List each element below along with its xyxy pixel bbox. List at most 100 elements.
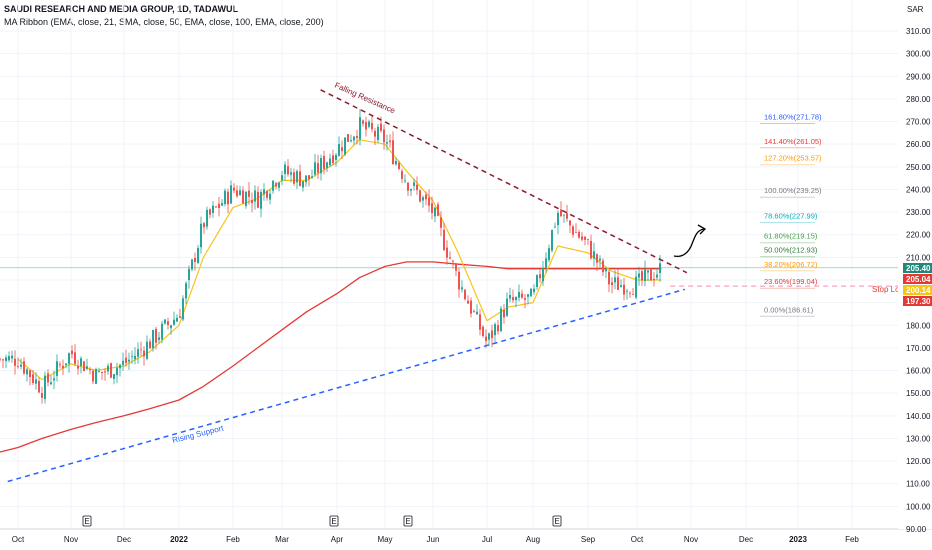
candle-body (35, 379, 37, 384)
x-tick-label: Nov (64, 535, 78, 544)
candle-body (251, 200, 253, 204)
candle-body (146, 341, 148, 359)
candle-body (107, 365, 109, 372)
candle-body (59, 364, 61, 366)
y-tick-label: 170.00 (906, 344, 931, 353)
candle-body (593, 251, 595, 259)
indicator-legend[interactable]: MA Ribbon (EMA, close, 21, SMA, close, 5… (4, 17, 324, 27)
candle-body (284, 164, 286, 174)
price-tag (903, 296, 932, 306)
candle-body (461, 287, 463, 290)
candle-body (614, 277, 616, 283)
ema-21-line (17, 139, 662, 381)
candle-body (434, 207, 436, 217)
candle-body (248, 190, 250, 197)
x-tick-label: Dec (739, 535, 753, 544)
time-axis[interactable]: Oct Nov Dec 2022 Feb Mar Apr May Jun Jul Aug Sep Oct… (12, 515, 860, 544)
falling-resistance-label: Falling Resistance (333, 81, 397, 116)
candle-body (437, 204, 439, 216)
earnings-marker (403, 515, 413, 527)
candle-body (302, 181, 304, 188)
candle-body (23, 361, 25, 374)
candle-body (143, 350, 145, 357)
price-tag-label: 197.30 (906, 297, 931, 306)
candle-body (74, 352, 76, 364)
candle-body (431, 203, 433, 213)
candle-body (224, 190, 226, 205)
earnings-marker (82, 515, 92, 527)
candle-body (158, 337, 160, 340)
candle-body (257, 191, 259, 208)
candle-body (134, 355, 136, 360)
candle-body (365, 122, 367, 130)
candle-body (86, 366, 88, 369)
candle-body (491, 330, 493, 339)
x-tick-label: Oct (631, 535, 644, 544)
candle-body (0, 358, 1, 360)
candle-body (29, 370, 31, 377)
candle-body (293, 172, 295, 184)
earnings-marker (329, 515, 339, 527)
candle-body (494, 324, 496, 336)
candle-body (119, 364, 121, 369)
y-tick-label: 250.00 (906, 163, 931, 172)
y-tick-label: 90.00 (906, 525, 927, 534)
candle-body (233, 187, 235, 191)
candle-body (161, 323, 163, 340)
fib-level-label: 38.20%(206.72) (764, 260, 818, 269)
fib-level-label: 50.00%(212.93) (764, 246, 818, 255)
candle-body (242, 190, 244, 204)
candle-body (557, 212, 559, 226)
candle-body (476, 311, 478, 315)
y-tick-label: 120.00 (906, 457, 931, 466)
candle-body (389, 140, 391, 143)
x-tick-label: Dec (117, 535, 131, 544)
candle-body (191, 259, 193, 270)
candle-body (95, 369, 97, 384)
fib-level-label: 23.60%(199.04) (764, 277, 818, 286)
candle-body (590, 240, 592, 259)
candle-body (647, 270, 649, 273)
candle-body (356, 136, 358, 139)
candle-body (278, 182, 280, 188)
candle-body (533, 288, 535, 292)
x-tick-label: Aug (526, 535, 540, 544)
candle-body (137, 349, 139, 357)
candle-body (659, 263, 661, 273)
candle-body (170, 325, 172, 329)
candle-body (449, 257, 451, 259)
candle-body (311, 176, 313, 178)
candle-body (236, 190, 238, 197)
candle-body (113, 374, 115, 379)
candle-body (323, 156, 325, 170)
fib-level-label: 0.00%(186.61) (764, 305, 814, 314)
fib-level-label: 161.80%(271.78) (764, 113, 822, 122)
candle-body (638, 273, 640, 278)
y-tick-label: 300.00 (906, 50, 931, 59)
candle-body (269, 193, 271, 200)
candle-body (395, 161, 397, 165)
candle-body (374, 130, 376, 137)
candle-body (203, 223, 205, 228)
candle-body (446, 247, 448, 258)
y-tick-label: 160.00 (906, 367, 931, 376)
x-tick-label: Oct (12, 535, 25, 544)
candle-body (419, 190, 421, 202)
price-tag (903, 285, 932, 295)
candle-body (62, 365, 64, 369)
candle-body (500, 308, 502, 331)
candle-body (401, 171, 403, 179)
candle-body (260, 192, 262, 209)
candle-body (608, 271, 610, 285)
candle-body (620, 285, 622, 287)
x-tick-label: Jun (427, 535, 440, 544)
candle-body (197, 248, 199, 263)
x-tick-label: Feb (845, 535, 859, 544)
candle-body (188, 268, 190, 281)
candle-body (110, 363, 112, 378)
candlestick-series (0, 109, 661, 404)
candle-body (425, 194, 427, 200)
candle-body (584, 236, 586, 240)
candle-body (347, 134, 349, 142)
